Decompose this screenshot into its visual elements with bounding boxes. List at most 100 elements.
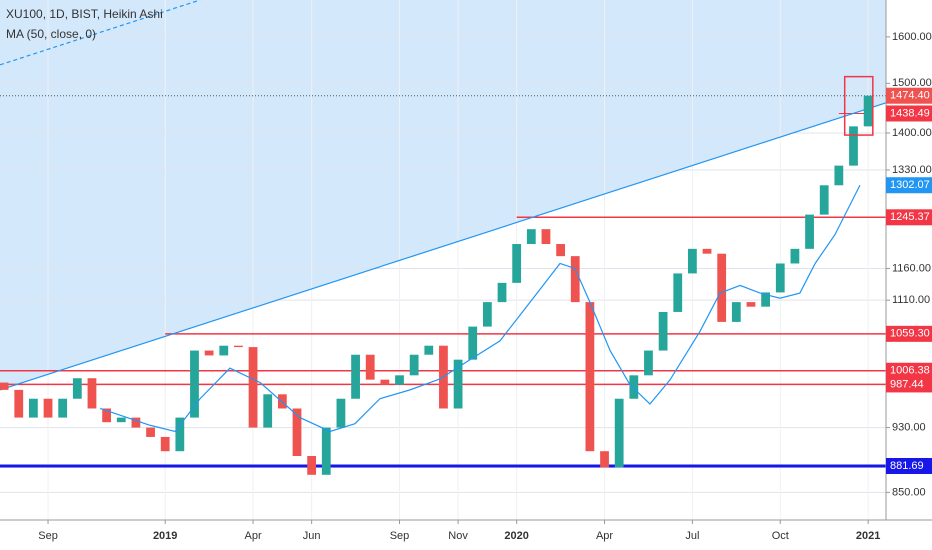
price-tag [886,87,932,104]
candle [688,248,697,274]
price-tag-label: 1302.07 [890,179,930,191]
candle [307,456,317,475]
candle [321,427,331,475]
trendline [0,0,201,66]
candle [409,354,419,376]
candle [263,394,273,428]
candle [14,389,24,418]
y-tick-label: 1600.00 [892,31,932,43]
y-tick-label: 930.00 [892,421,926,433]
candle [512,244,522,283]
candle [600,451,609,468]
highlight-box [843,75,874,136]
candle [380,379,390,385]
price-tag-label: 881.69 [890,460,924,472]
candle [219,345,229,356]
x-tick-label: Sep [390,530,410,542]
candle [702,248,712,254]
x-tick-label: 2021 [856,530,880,542]
price-tag-label: 987.44 [890,378,924,390]
ma-line [99,184,861,433]
candle [87,378,97,409]
candle [116,417,126,423]
price-tag-label: 1006.38 [890,365,930,377]
candle [248,347,258,428]
candle [614,398,624,468]
price-tag-label: 1438.49 [890,107,930,119]
candle [131,417,141,428]
time-axis-bg [0,520,932,550]
price-tag [886,458,932,475]
y-tick-label: 1400.00 [892,127,932,139]
candle [72,378,82,399]
x-tick-label: Sep [38,530,58,542]
candle [468,326,478,360]
candle [234,345,243,348]
candle [190,350,199,418]
chart-title: XU100, 1D, BIST, Heikin Ashi [6,7,163,21]
candle [28,398,38,418]
candle [863,95,873,127]
x-tick-label: Nov [448,530,468,542]
x-tick-label: Oct [772,530,789,542]
candle [365,354,375,380]
candle [790,248,800,264]
y-tick-label: 1160.00 [892,262,931,274]
candle [453,359,463,409]
y-tick-label: 850.00 [892,486,926,498]
x-tick-label: Jul [685,530,699,542]
candle [775,263,785,293]
candle [585,302,595,452]
candle [819,185,829,215]
price-tag [886,376,932,393]
plot [0,0,887,520]
candle [834,165,844,186]
price-tag [886,325,932,342]
candle [570,256,580,303]
candle [160,436,170,452]
candle [146,427,155,437]
candle [395,375,404,385]
price-tag-label: 1059.30 [890,328,930,340]
price-tag [886,209,932,226]
candle [351,354,360,399]
candle [717,253,727,322]
trend-area [0,0,886,390]
candle [102,408,112,423]
candle [43,398,53,418]
y-tick-label: 1110.00 [892,294,930,306]
candle [731,302,741,322]
candle [175,417,185,452]
candle [761,292,771,307]
price-tag [886,362,932,379]
indicator-label: MA (50, close, 0) [6,27,96,41]
price-tag-label: 1245.37 [890,211,930,223]
candle [336,398,346,428]
candle [497,282,507,303]
candle [658,311,668,351]
candle [849,126,858,166]
candle [541,229,551,245]
x-tick-label: 2020 [504,530,528,542]
candle [58,398,68,418]
candle [526,229,536,245]
candle [805,214,814,249]
x-tick-label: 2019 [153,530,177,542]
candle [292,408,302,457]
candle [556,244,565,257]
axes: 850.00880.00930.001110.001160.001330.001… [38,31,932,542]
candle [482,302,492,327]
x-tick-label: Apr [596,530,613,542]
y-tick-label: 1330.00 [892,164,932,176]
price-tag [886,105,932,122]
candle [0,382,9,390]
price-tag [886,177,932,194]
x-tick-label: Jun [303,530,321,542]
candle [204,350,214,356]
candle [629,375,639,399]
trendline [0,102,887,391]
candle [644,350,653,376]
price-tag-label: 1474.40 [890,90,930,102]
y-tick-label: 1500.00 [892,77,932,89]
